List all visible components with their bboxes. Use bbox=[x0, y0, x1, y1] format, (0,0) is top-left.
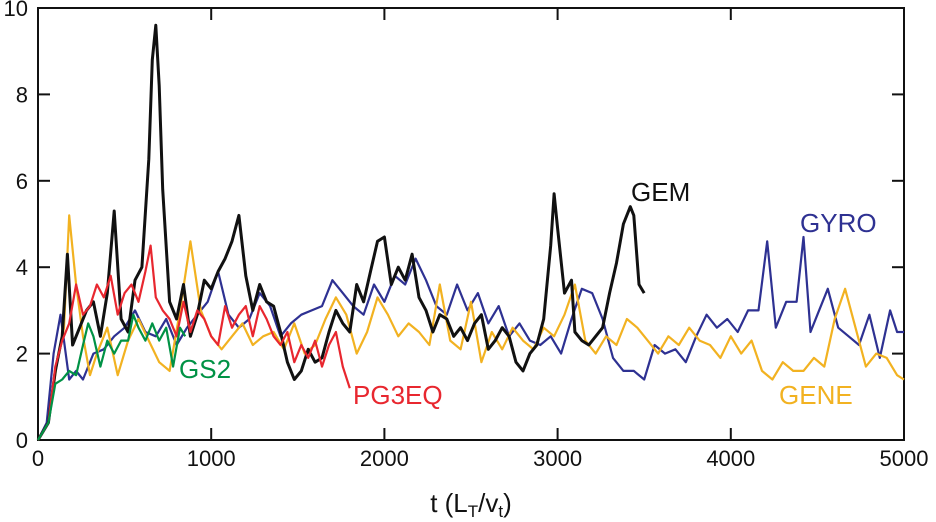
x-tick-label: 2000 bbox=[360, 446, 409, 471]
x-tick-label: 4000 bbox=[706, 446, 755, 471]
series-label-gs2: GS2 bbox=[179, 354, 231, 384]
x-axis-label-main: t (L bbox=[430, 488, 468, 518]
x-tick-label: 5000 bbox=[880, 446, 929, 471]
series-line-gyro bbox=[37, 235, 904, 441]
x-tick-label: 3000 bbox=[533, 446, 582, 471]
x-tick-label: 1000 bbox=[187, 446, 236, 471]
series-line-gene bbox=[37, 214, 905, 441]
series-label-gyro: GYRO bbox=[800, 208, 877, 238]
series-label-gene: GENE bbox=[779, 380, 853, 410]
plot-frame bbox=[37, 7, 905, 441]
y-tick-label: 10 bbox=[4, 0, 28, 21]
series-line-gem bbox=[36, 23, 646, 441]
y-tick-label: 6 bbox=[16, 169, 28, 194]
y-tick-label: 0 bbox=[16, 428, 28, 453]
x-axis-label-mid: /v bbox=[478, 488, 498, 518]
series-line-gs2 bbox=[37, 313, 187, 441]
x-tick-label: 0 bbox=[32, 446, 44, 471]
series-lines bbox=[36, 23, 905, 441]
y-tick-label: 4 bbox=[16, 255, 28, 280]
y-tick-label: 8 bbox=[16, 82, 28, 107]
x-axis-label-sub-t2: t bbox=[498, 502, 503, 521]
x-axis-label-sub-t: T bbox=[468, 502, 478, 521]
series-line-pg3eq bbox=[37, 244, 351, 441]
series-label-gem: GEM bbox=[631, 177, 690, 207]
x-axis-label-end: ) bbox=[503, 488, 512, 518]
y-tick-label: 2 bbox=[16, 342, 28, 367]
series-label-pg3eq: PG3EQ bbox=[353, 380, 443, 410]
axis-ticks: 0 1000 2000 3000 4000 5000 0 2 4 6 8 10 bbox=[4, 0, 929, 471]
x-axis-label: t (LT/vt) bbox=[430, 488, 512, 521]
